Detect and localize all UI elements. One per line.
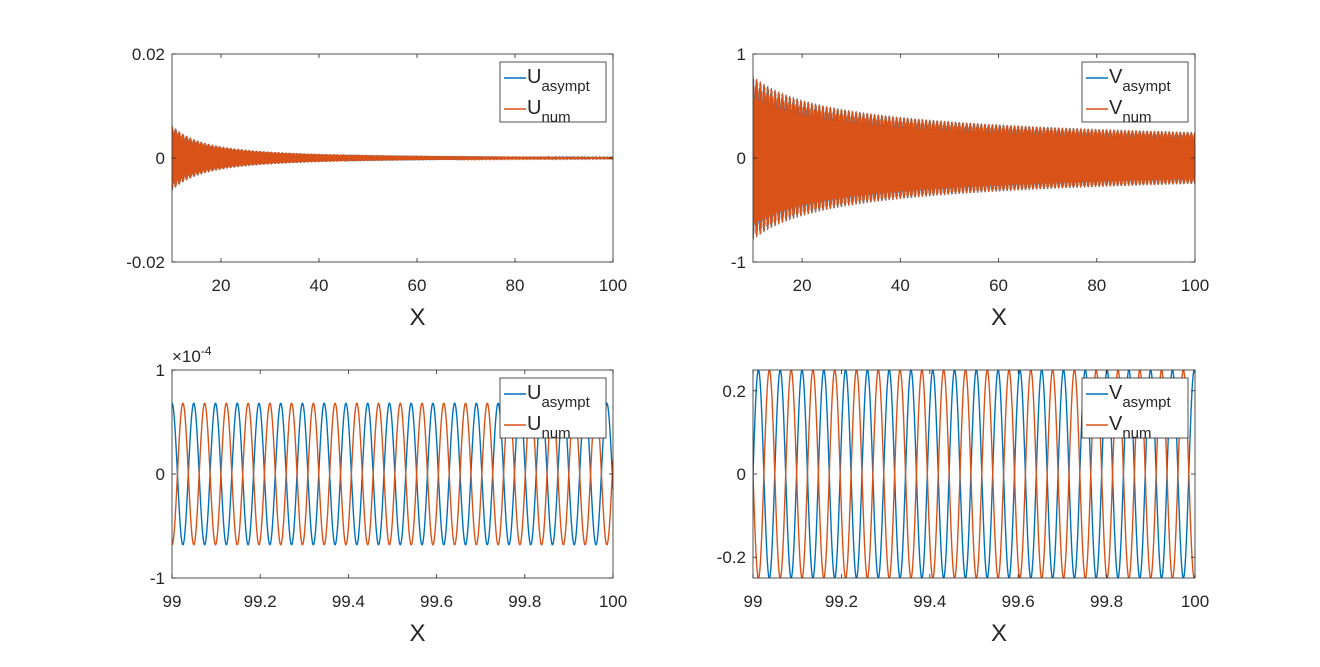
x-tick-label: 20 [212,276,231,295]
x-tick-label: 99 [744,592,763,611]
x-tick-label: 99.8 [508,592,541,611]
x-tick-label: 99.8 [1090,592,1123,611]
x-tick-label: 99 [163,592,182,611]
x-tick-label: 40 [891,276,910,295]
x-tick-label: 99.6 [1002,592,1035,611]
x-tick-label: 40 [310,276,329,295]
legend-label: Uasympt [527,66,591,95]
y-tick-label: -1 [150,569,165,588]
x-tick-label: 100 [599,276,627,295]
legend-box [1081,377,1189,439]
x-tick-label: 99.4 [913,592,946,611]
legend-label: Vasympt [1109,382,1172,411]
series-line-V-asympt [753,370,1195,578]
legend-box [499,61,607,123]
y-exponent-label: ×10-4 [172,344,212,366]
legend-label: Unum [527,413,571,442]
y-tick-label: 0 [156,149,165,168]
y-tick-label: 0 [737,149,746,168]
y-tick-label: 0 [737,465,746,484]
x-axis-label: X [991,304,1007,331]
y-tick-label: -0.02 [126,253,165,272]
x-tick-label: 99.6 [420,592,453,611]
y-tick-label: 1 [156,361,165,380]
y-tick-label: -0.2 [717,548,746,567]
y-tick-label: 0.2 [722,382,746,401]
x-tick-label: 80 [1087,276,1106,295]
x-tick-label: 100 [1181,592,1209,611]
series-group [172,125,613,191]
x-tick-label: 100 [599,592,627,611]
series-group [753,75,1195,240]
x-tick-label: 80 [506,276,525,295]
series-line-U-num [172,125,613,191]
y-tick-label: -1 [731,253,746,272]
x-axis-label: X [409,304,425,331]
y-tick-label: 0 [156,465,165,484]
legend-label: Unum [527,97,571,126]
x-tick-label: 20 [793,276,812,295]
x-tick-label: 99.2 [825,592,858,611]
legend-label: Uasympt [527,382,591,411]
y-tick-label: 0.02 [132,45,165,64]
legend-label: Vasympt [1109,66,1172,95]
x-tick-label: 60 [989,276,1008,295]
x-axis-label: X [991,620,1007,647]
y-tick-label: 1 [737,45,746,64]
x-tick-label: 100 [1181,276,1209,295]
legend-label: Vnum [1109,97,1152,126]
legend-label: Vnum [1109,413,1152,442]
series-line-U-num [172,402,613,546]
x-tick-label: 99.4 [332,592,365,611]
legend-box [499,377,607,439]
chart-panel-4: 99 99.2 99.4 99.6 99.8 100 -0.2 0 0.2 X VasymptVnu… [717,369,1209,647]
legend-box [1081,61,1189,123]
x-tick-label: 99.2 [244,592,277,611]
x-tick-label: 60 [408,276,427,295]
x-axis-label: X [409,620,425,647]
chart-panel-3: 99 99.2 99.4 99.6 99.8 100 -1 0 1 X ×10-4 UasymptUn… [150,344,627,647]
series-line-V-num [753,75,1195,240]
